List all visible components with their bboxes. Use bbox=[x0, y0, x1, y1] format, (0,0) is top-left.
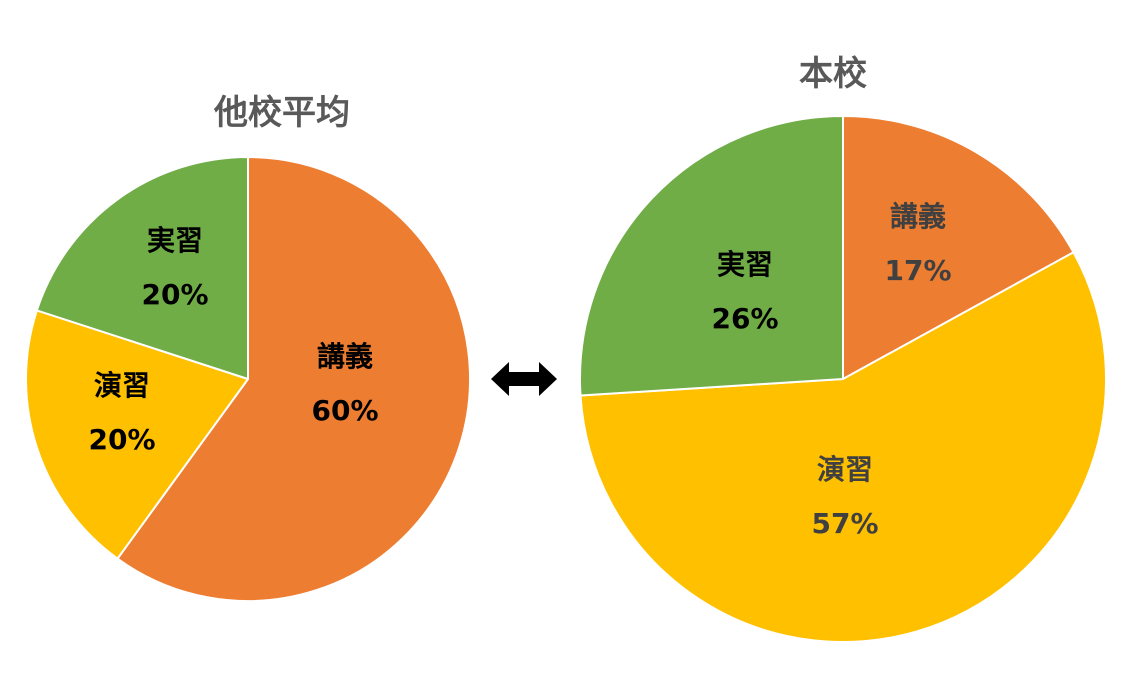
pie-label-name-other-schools-exercise: 演習 bbox=[94, 369, 150, 402]
pie-label-value-our-school-exercise: 57% bbox=[811, 507, 878, 540]
pie-label-value-our-school-practicum: 26% bbox=[711, 302, 778, 335]
pie-chart-our-school: 本校 講義 17% 演習 57% 実習 26% bbox=[579, 54, 1107, 643]
pie-label-name-other-schools-practicum: 実習 bbox=[147, 224, 203, 257]
pie-slices-our-school bbox=[579, 115, 1107, 643]
pie-slice-our-school-lecture bbox=[842, 115, 1075, 380]
pie-slice-our-school-practicum bbox=[579, 115, 844, 397]
pie-label-name-our-school-exercise: 演習 bbox=[817, 453, 873, 486]
chart-title-other-schools: 他校平均 bbox=[213, 93, 350, 133]
pie-label-value-our-school-lecture: 17% bbox=[884, 254, 951, 287]
pie-labels-other-schools: 講義 60% 演習 20% 実習 20% bbox=[88, 224, 378, 456]
pie-labels-our-school: 講義 17% 演習 57% 実習 26% bbox=[711, 200, 951, 540]
pie-slice-other-schools-lecture bbox=[116, 156, 471, 602]
chart-title-our-school: 本校 bbox=[799, 54, 867, 94]
pie-label-name-our-school-practicum: 実習 bbox=[717, 248, 773, 281]
pie-chart-other-schools: 他校平均 講義 60% 演習 20% 実習 20% bbox=[25, 93, 471, 602]
pie-slice-other-schools-practicum bbox=[35, 156, 249, 380]
pie-label-value-other-schools-lecture: 60% bbox=[311, 394, 378, 427]
double-arrow-icon bbox=[491, 362, 557, 396]
pie-slices-other-schools bbox=[25, 156, 471, 602]
pie-label-name-other-schools-lecture: 講義 bbox=[317, 340, 373, 373]
pie-label-value-other-schools-practicum: 20% bbox=[141, 278, 208, 311]
pie-label-name-our-school-lecture: 講義 bbox=[890, 200, 946, 233]
pie-slice-other-schools-exercise bbox=[25, 309, 249, 560]
pie-slice-our-school-exercise bbox=[579, 251, 1107, 643]
pie-label-value-other-schools-exercise: 20% bbox=[88, 423, 155, 456]
